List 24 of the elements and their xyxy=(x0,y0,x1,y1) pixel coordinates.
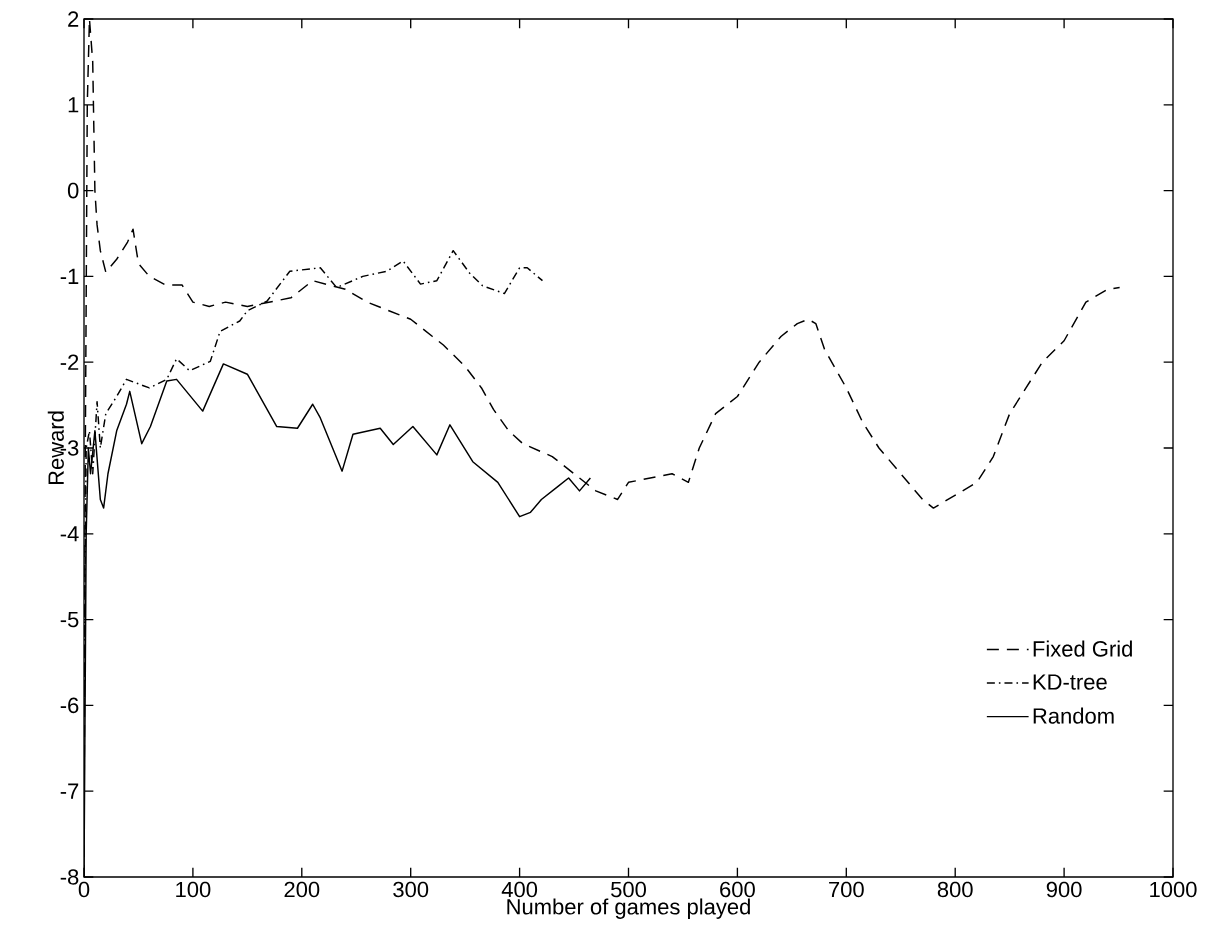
x-tick-label: 800 xyxy=(937,881,973,898)
x-tick-label: 300 xyxy=(393,881,429,898)
y-tick-label: -7 xyxy=(60,783,79,799)
x-tick-label: 100 xyxy=(176,881,211,898)
x-tick-label: 200 xyxy=(284,881,320,898)
x-tick-label: 900 xyxy=(1046,881,1082,898)
x-axis-title: Number of games played xyxy=(507,898,750,919)
legend-label: KD-tree xyxy=(1033,674,1107,690)
y-tick-label: -6 xyxy=(60,697,79,714)
y-tick-label: -2 xyxy=(60,354,79,370)
y-tick-label: -4 xyxy=(60,526,79,542)
x-tick-label: 400 xyxy=(501,881,538,898)
y-tick-label: -5 xyxy=(60,611,79,628)
x-tick-label: 500 xyxy=(611,881,646,898)
legend-label: Random xyxy=(1033,707,1114,724)
legend-label: Fixed Grid xyxy=(1033,640,1132,657)
x-tick-label: 700 xyxy=(829,881,864,898)
y-tick-label: -8 xyxy=(60,869,79,885)
x-tick-label: 600 xyxy=(720,881,755,898)
y-tick-label: 1 xyxy=(68,97,79,113)
x-tick-label: 1000 xyxy=(1150,881,1197,898)
y-tick-label: 2 xyxy=(68,11,79,27)
y-tick-label: 0 xyxy=(67,182,79,199)
y-tick-label: -1 xyxy=(60,268,79,284)
